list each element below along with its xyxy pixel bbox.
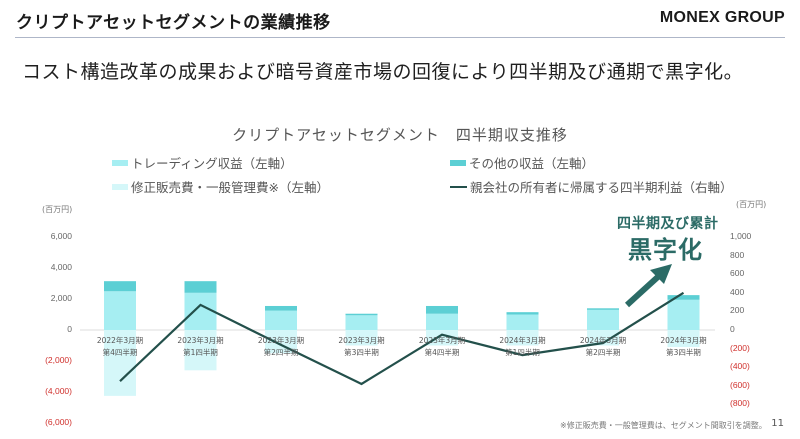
- bar-trading: [104, 291, 136, 330]
- right-axis-tick: (400): [730, 361, 750, 372]
- profit-line: [119, 291, 685, 386]
- bar-other: [667, 295, 700, 300]
- callout-subtitle: 四半期及び累計: [617, 216, 719, 232]
- left-axis-tick: (2,000): [45, 355, 72, 365]
- bar-expense: [265, 330, 297, 354]
- legend-other: その他の収益（左軸）: [450, 153, 594, 172]
- right-axis-tick: 200: [730, 305, 745, 316]
- category-label: 2023年3月期 第2四半期: [257, 336, 305, 357]
- legend-swatch-other: [450, 159, 466, 166]
- arrow-icon: [624, 264, 672, 308]
- category-label: 2024年3月期 第1四半期: [499, 336, 546, 357]
- bar-expense: [587, 330, 619, 346]
- bar-other: [104, 281, 136, 292]
- right-axis-tick: 0: [730, 324, 735, 334]
- category-label: 2024年3月期 第2四半期: [579, 336, 627, 357]
- title-divider: [15, 37, 785, 38]
- left-axis-tick: 2,000: [50, 293, 72, 303]
- left-axis-unit: (百万円): [42, 205, 73, 214]
- bar-trading: [667, 299, 700, 330]
- page-number: 11: [771, 418, 784, 429]
- legend-profit-line: 親会社の所有者に帰属する四半期利益（右軸）: [450, 177, 733, 196]
- bar-other: [587, 308, 619, 310]
- bar-expense: [667, 330, 700, 348]
- legend-label: その他の収益（左軸）: [469, 156, 595, 171]
- category-label: 2023年3月期 第1四半期: [177, 336, 224, 357]
- legend-swatch-trading: [112, 159, 128, 166]
- bar-trading: [587, 309, 619, 330]
- page-title: クリプトアセットセグメントの業績推移: [16, 13, 331, 33]
- left-axis-tick: (4,000): [45, 386, 72, 396]
- bar-expense: [104, 330, 136, 396]
- legend-expense: 修正販売費・一般管理費※（左軸）: [112, 177, 329, 196]
- legend-trading: トレーディング収益（左軸）: [112, 153, 293, 172]
- bar-expense: [506, 330, 539, 346]
- category-label: 2024年3月期 第3四半期: [660, 336, 707, 357]
- category-label: 2023年3月期 第4四半期: [418, 336, 466, 357]
- right-axis-tick: (800): [730, 398, 750, 409]
- bar-expense: [184, 330, 217, 371]
- left-axis-tick: 0: [67, 324, 72, 334]
- left-axis-tick: 6,000: [50, 231, 72, 241]
- bar-other: [345, 313, 378, 316]
- right-axis-tick: (200): [730, 342, 750, 353]
- legend-swatch-expense: [112, 183, 128, 190]
- right-axis-tick: (600): [730, 379, 750, 390]
- bar-trading: [345, 315, 378, 330]
- callout-title: 黒字化: [628, 236, 703, 264]
- legend-label: 親会社の所有者に帰属する四半期利益（右軸）: [470, 180, 733, 195]
- category-label: 2022年3月期 第4四半期: [96, 336, 144, 357]
- bar-group: [104, 281, 700, 396]
- right-axis-tick: 800: [730, 249, 745, 260]
- category-label: 2023年3月期 第3四半期: [338, 336, 385, 357]
- bar-trading: [506, 314, 539, 330]
- left-axis-tick: (6,000): [45, 417, 72, 427]
- bar-expense: [345, 330, 378, 346]
- headline: コスト構造改革の成果および暗号資産市場の回復により四半期及び通期で黒字化。: [22, 61, 744, 83]
- right-axis-tick: 1,000: [730, 231, 752, 241]
- left-axis-tick: 4,000: [50, 262, 72, 272]
- bar-other: [184, 281, 217, 293]
- legend-label: 修正販売費・一般管理費※（左軸）: [131, 180, 329, 195]
- bar-other: [506, 312, 539, 315]
- bar-other: [265, 305, 297, 311]
- right-axis-unit: (百万円): [736, 200, 767, 209]
- right-axis-tick: 400: [730, 286, 745, 297]
- legend-label: トレーディング収益（左軸）: [131, 156, 293, 171]
- legend-swatch-line: [450, 185, 467, 188]
- brand-logo: MONEX GROUP: [659, 9, 785, 26]
- chart-title: クリプトアセットセグメント 四半期収支推移: [232, 126, 568, 144]
- bar-other: [426, 305, 458, 314]
- right-axis-tick: 600: [730, 268, 745, 279]
- bar-trading: [265, 310, 297, 330]
- footnote: ※修正販売費・一般管理費は、セグメント間取引を調整。: [560, 421, 767, 430]
- bar-trading: [426, 313, 458, 330]
- bar-expense: [426, 330, 458, 346]
